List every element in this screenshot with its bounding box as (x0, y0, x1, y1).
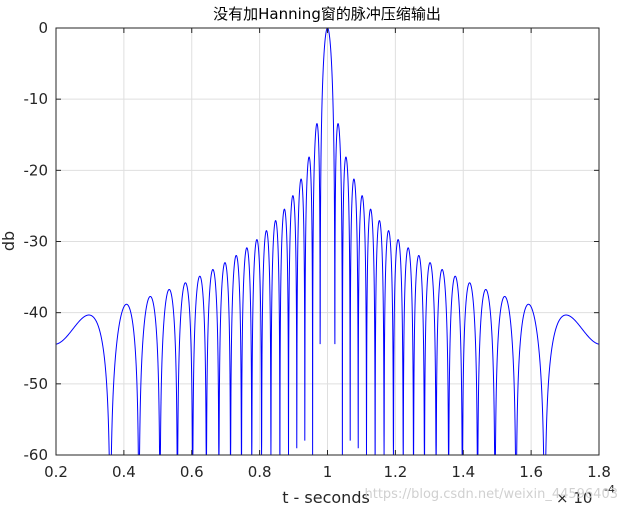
x-exponent-base: × 10 (556, 489, 592, 507)
watermark: https://blog.csdn.net/weixin_44596403 (364, 487, 618, 502)
y-tick-label: 0 (38, 19, 48, 37)
x-tick-label: 0.8 (248, 463, 272, 481)
tick-labels: 0.2 0.4 0.6 0.8 1 1.2 1.4 1.6 1.8 0 -10 -20 -30 -40 -5… (24, 19, 611, 481)
x-axis-label: t - seconds (282, 488, 370, 507)
chart-title: 没有加Hanning窗的脉冲压缩输出 (213, 5, 441, 23)
x-tick-label: 0.4 (112, 463, 136, 481)
y-tick-label: -10 (24, 90, 49, 108)
y-tick-label: -60 (24, 446, 49, 464)
x-exponent-power: -4 (604, 483, 615, 496)
y-axis-label: db (0, 231, 18, 251)
y-tick-label: -40 (24, 304, 49, 322)
x-tick-label: 1.6 (519, 463, 543, 481)
x-tick-label: 0.6 (180, 463, 204, 481)
x-tick-label: 1 (323, 463, 333, 481)
x-tick-label: 0.2 (44, 463, 68, 481)
x-tick-label: 1.4 (451, 463, 475, 481)
tick-marks (55, 27, 600, 456)
x-tick-label: 1.8 (587, 463, 611, 481)
y-tick-label: -30 (24, 233, 49, 251)
y-tick-label: -50 (24, 375, 49, 393)
y-tick-label: -20 (24, 161, 49, 179)
x-tick-label: 1.2 (383, 463, 407, 481)
